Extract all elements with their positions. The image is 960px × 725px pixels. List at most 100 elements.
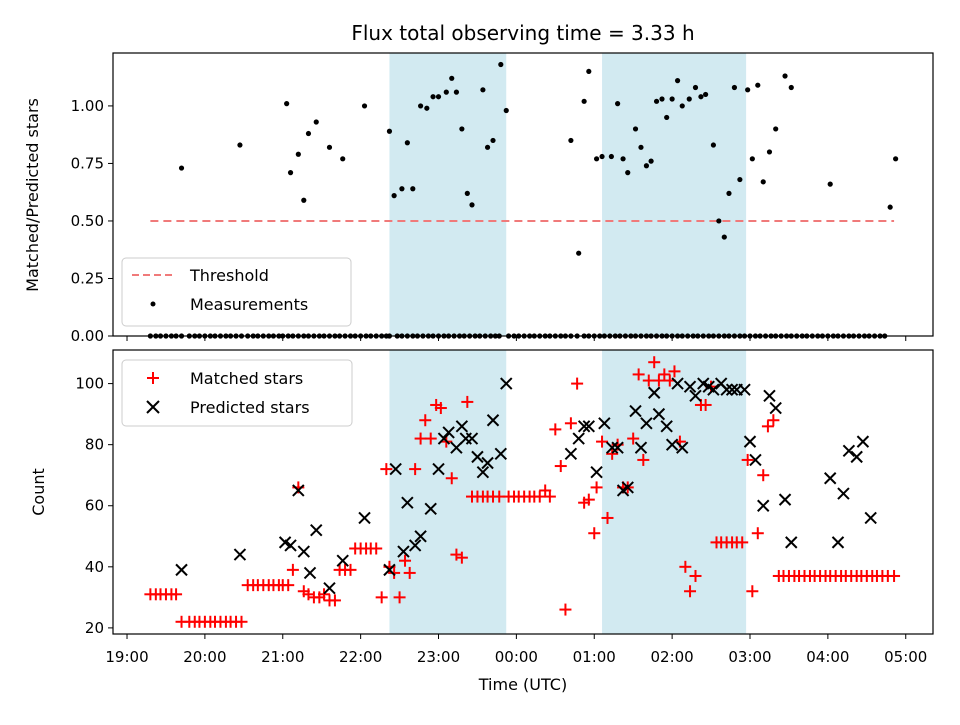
measurement-point bbox=[295, 151, 301, 157]
measurement-point bbox=[399, 186, 405, 192]
legend-threshold-label: Threshold bbox=[189, 266, 269, 285]
matched-point bbox=[596, 435, 609, 448]
predicted-point bbox=[720, 383, 733, 396]
measurement-point bbox=[638, 144, 644, 150]
ytick-label: 40 bbox=[85, 558, 104, 576]
predicted-point-b bbox=[175, 563, 188, 577]
predicted-point-b bbox=[676, 441, 689, 454]
matched-point bbox=[684, 585, 697, 598]
predicted-point bbox=[310, 523, 323, 537]
predicted-point-b bbox=[778, 493, 792, 506]
measurement-point bbox=[893, 156, 899, 162]
predicted-point-b bbox=[389, 462, 402, 476]
measurement-point bbox=[576, 250, 582, 256]
predicted-point-b bbox=[424, 502, 437, 516]
matched-point bbox=[590, 481, 603, 494]
predicted-point-b bbox=[278, 536, 292, 549]
predicted-point-b bbox=[652, 407, 666, 421]
ytick-label: 80 bbox=[85, 436, 104, 454]
ratio-panel: 0.00 0.25 0.50 0.75 1.00 Matched/Predicted s… bbox=[23, 52, 934, 345]
matched-point bbox=[632, 368, 645, 381]
measurement-point bbox=[178, 165, 185, 171]
matched-point bbox=[582, 493, 595, 506]
ytick-label: 60 bbox=[85, 497, 104, 515]
measurement-point bbox=[237, 142, 243, 148]
measurement-point bbox=[340, 156, 346, 162]
predicted-point bbox=[676, 441, 689, 454]
predicted-point-b bbox=[323, 581, 336, 595]
predicted-point bbox=[572, 432, 585, 445]
measurement-point bbox=[745, 87, 751, 93]
predicted-point bbox=[486, 414, 500, 427]
predicted-point-b bbox=[605, 441, 619, 454]
matched-point bbox=[434, 402, 447, 415]
measurement-point bbox=[453, 89, 460, 95]
matched-point bbox=[689, 569, 702, 582]
predicted-point-b bbox=[785, 536, 798, 549]
measurement-point bbox=[664, 114, 670, 121]
predicted-point bbox=[683, 380, 697, 393]
measurement-point bbox=[710, 142, 716, 148]
measurement-point bbox=[615, 101, 621, 107]
predicted-point bbox=[401, 496, 414, 509]
measurement-point bbox=[782, 73, 788, 79]
predicted-point-b bbox=[743, 435, 757, 448]
matched-point bbox=[414, 432, 427, 445]
predicted-point-b bbox=[414, 530, 427, 543]
predicted-point-b bbox=[842, 444, 856, 457]
predicted-point-b bbox=[397, 545, 410, 558]
predicted-point bbox=[481, 456, 494, 470]
predicted-point-b bbox=[702, 380, 715, 393]
predicted-point-b bbox=[598, 417, 611, 430]
predicted-point-b bbox=[500, 377, 513, 390]
predicted-point-b bbox=[284, 539, 297, 552]
count-panel: 20 40 60 80 100 19:00 20:00 21:00 22:00 23:00 00:… bbox=[29, 349, 934, 694]
matched-point bbox=[419, 414, 432, 427]
measurement-point bbox=[737, 176, 743, 183]
predicted-point bbox=[648, 386, 661, 399]
predicted-point bbox=[621, 481, 634, 494]
predicted-point-b bbox=[303, 566, 317, 580]
matched-point bbox=[549, 423, 562, 436]
chart-title: Flux total observing time = 3.33 h bbox=[351, 21, 694, 45]
predicted-point-b bbox=[577, 420, 591, 433]
predicted-point bbox=[707, 383, 720, 396]
matched-point bbox=[328, 594, 341, 607]
ratio-ylabel: Matched/Predicted stars bbox=[23, 98, 42, 292]
measurement-point bbox=[361, 103, 368, 109]
predicted-point-b bbox=[336, 554, 349, 567]
predicted-point-b bbox=[401, 496, 414, 509]
predicted-point bbox=[652, 407, 666, 421]
predicted-point-b bbox=[671, 377, 684, 390]
ratio-legend: Threshold Measurements bbox=[121, 257, 352, 327]
predicted-point bbox=[424, 502, 437, 516]
predicted-point bbox=[465, 432, 479, 445]
matched-point bbox=[757, 469, 770, 482]
predicted-point-b bbox=[481, 456, 494, 470]
matched-point bbox=[658, 368, 671, 381]
measurement-point bbox=[698, 94, 704, 100]
measurement-point bbox=[313, 119, 319, 125]
predicted-point bbox=[725, 383, 739, 396]
measurement-point bbox=[766, 149, 773, 155]
predicted-point-b bbox=[707, 383, 720, 396]
measurement-point bbox=[391, 193, 397, 199]
predicted-point bbox=[769, 401, 782, 415]
measurement-point bbox=[669, 96, 675, 102]
count-ylabel: Count bbox=[29, 468, 48, 516]
predicted-point-b bbox=[769, 401, 782, 415]
xtick-label: 04:00 bbox=[806, 648, 849, 666]
shaded-interval-0-1 bbox=[602, 53, 747, 336]
ytick-label: 0.50 bbox=[71, 212, 104, 230]
matched-point bbox=[679, 560, 692, 573]
measurement-point bbox=[586, 68, 592, 75]
matched-point bbox=[380, 463, 393, 476]
matched-point bbox=[235, 615, 248, 628]
predicted-point-b bbox=[358, 511, 371, 525]
ytick-label: 1.00 bbox=[71, 97, 104, 115]
predicted-point bbox=[455, 420, 469, 433]
predicted-point bbox=[831, 536, 845, 549]
predicted-point-b bbox=[837, 487, 850, 500]
matched-point bbox=[888, 569, 901, 582]
predicted-point-b bbox=[408, 539, 422, 552]
